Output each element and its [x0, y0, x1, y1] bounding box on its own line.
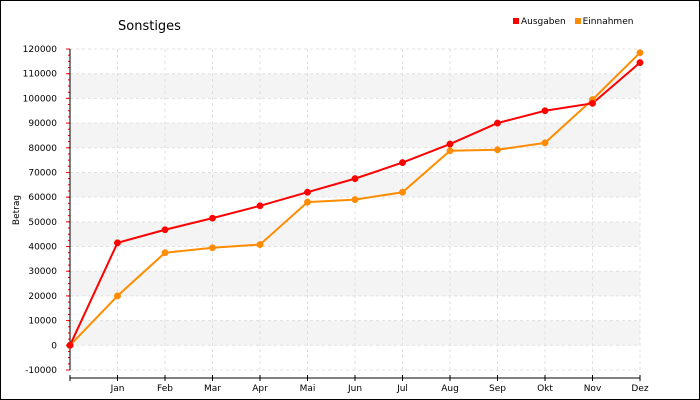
x-tick-label: Mar [204, 384, 221, 394]
x-tick-label: Aug [441, 384, 459, 394]
data-point-einnahmen [636, 49, 644, 57]
legend-label-einnahmen: Einnahmen [582, 17, 634, 27]
data-point-ausgaben [446, 140, 454, 148]
x-tick-label: Nov [584, 384, 602, 394]
y-tick-label: 90000 [28, 119, 57, 129]
x-tick-label: Feb [157, 384, 173, 394]
data-point-ausgaben [304, 188, 311, 196]
y-tick-label: 10000 [28, 317, 57, 327]
data-point-ausgaben [494, 119, 501, 127]
y-tick-label: 50000 [28, 218, 57, 228]
y-tick-label: 60000 [28, 193, 57, 203]
x-tick-label: Sep [489, 384, 506, 394]
y-tick-label: 110000 [23, 70, 58, 80]
data-point-einnahmen [209, 244, 216, 252]
x-tick-label: Jun [347, 384, 362, 394]
data-point-ausgaben [351, 175, 359, 183]
y-tick-label: 120000 [23, 45, 58, 55]
data-point-ausgaben [636, 59, 644, 67]
data-point-ausgaben [541, 107, 549, 115]
legend-swatch-einnahmen [574, 17, 581, 24]
legend: Ausgaben Einnahmen [513, 17, 639, 27]
data-point-ausgaben [114, 239, 121, 247]
x-tick-label: Jan [110, 384, 125, 394]
chart-title: Sonstiges [118, 19, 181, 34]
y-tick-label: 20000 [28, 292, 57, 302]
x-tick-label: Jul [396, 384, 408, 394]
legend-item-einnahmen: Einnahmen [574, 17, 634, 27]
y-tick-label: 70000 [28, 168, 57, 178]
data-point-einnahmen [161, 249, 169, 257]
y-tick-label: 0 [51, 341, 57, 351]
data-point-einnahmen [351, 196, 359, 204]
x-tick-label: Okt [537, 384, 553, 394]
y-axis-title: Betrag [12, 195, 22, 225]
data-point-einnahmen [446, 147, 454, 155]
data-point-einnahmen [304, 198, 311, 206]
x-tick-label: Mai [300, 384, 316, 394]
y-tick-label: 80000 [28, 144, 57, 154]
y-tick-label: 30000 [28, 267, 57, 277]
data-point-einnahmen [399, 188, 406, 196]
data-point-einnahmen [494, 146, 501, 154]
data-point-ausgaben [256, 202, 264, 210]
data-point-einnahmen [541, 139, 549, 147]
legend-label-ausgaben: Ausgaben [521, 17, 566, 27]
data-point-ausgaben [589, 99, 596, 107]
x-tick-label: Apr [252, 384, 268, 394]
y-tick-label: -10000 [25, 366, 57, 376]
data-point-einnahmen [256, 241, 264, 249]
x-tick-label: Dez [631, 384, 648, 394]
data-point-ausgaben [399, 159, 406, 167]
y-tick-label: 40000 [28, 243, 57, 253]
data-point-ausgaben [66, 341, 74, 349]
data-point-einnahmen [114, 292, 121, 300]
data-point-ausgaben [209, 214, 216, 222]
legend-swatch-ausgaben [513, 17, 519, 24]
y-tick-label: 100000 [23, 94, 58, 104]
legend-item-ausgaben: Ausgaben [513, 17, 566, 27]
data-point-ausgaben [161, 226, 169, 234]
